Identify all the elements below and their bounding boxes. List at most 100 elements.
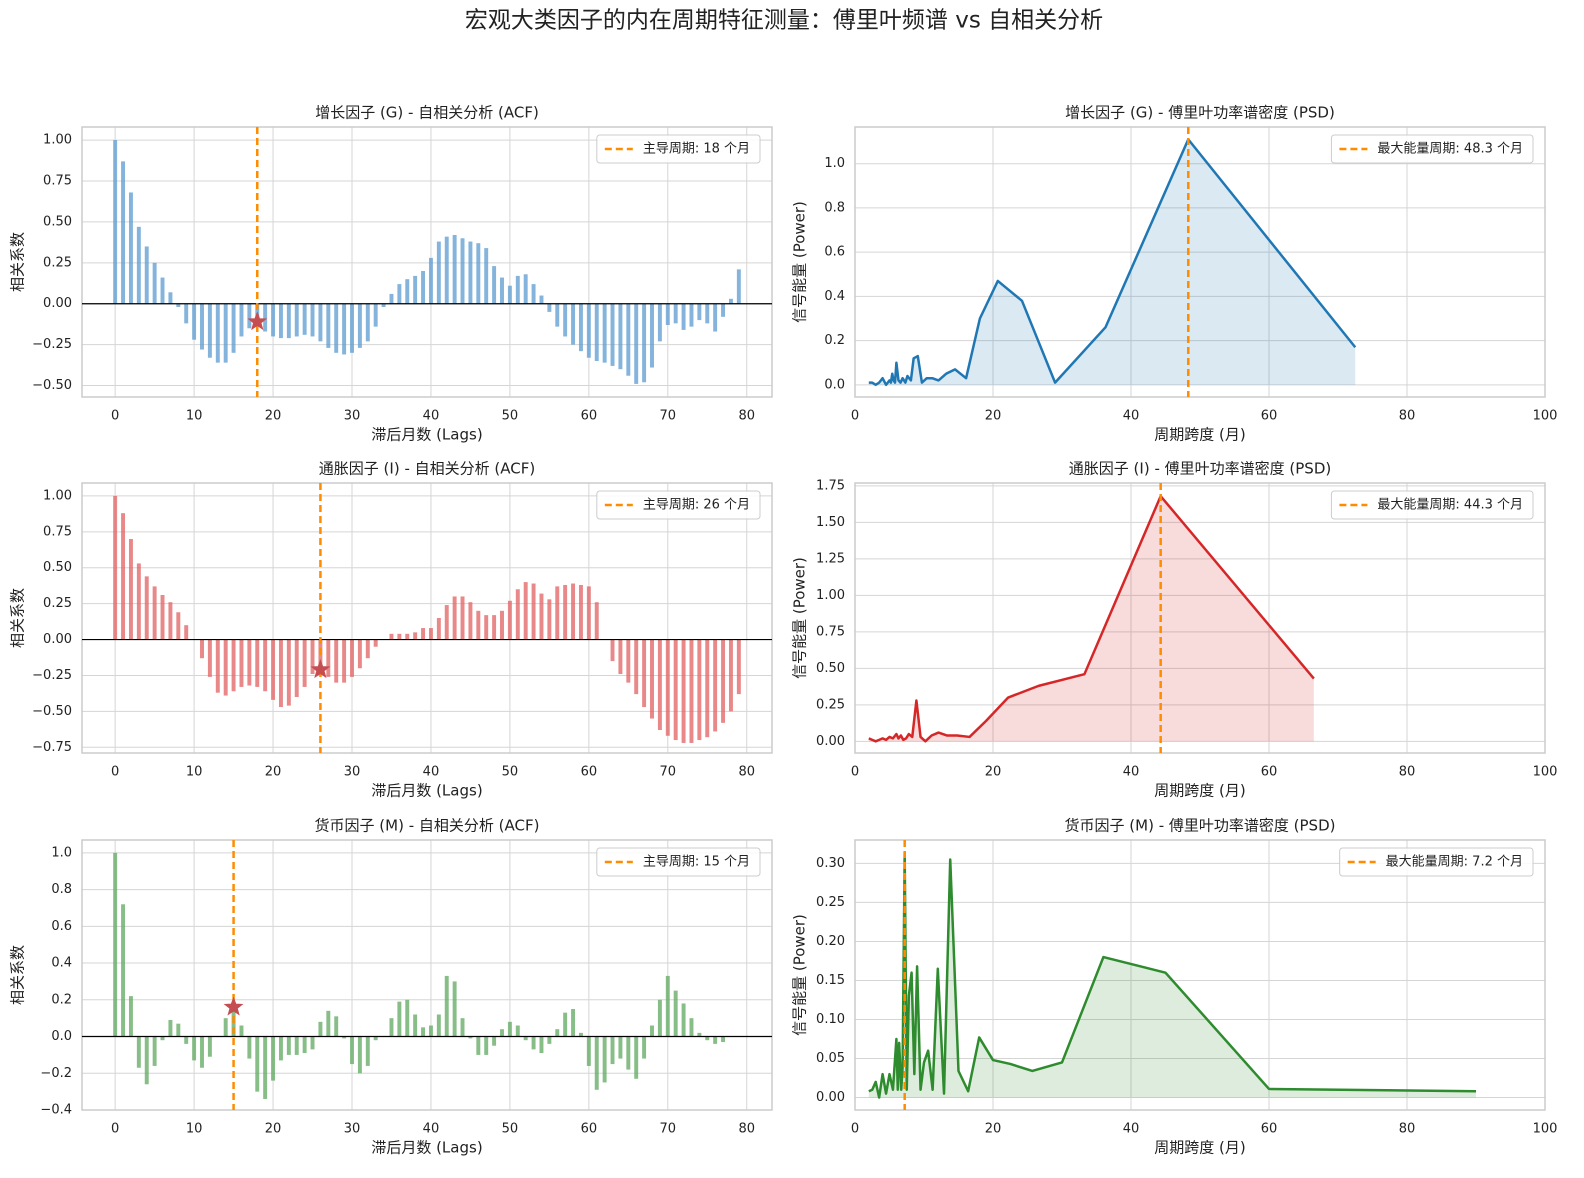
y-tick-label: −0.4 [40,1103,72,1118]
bar [634,1036,639,1079]
bar [650,1025,654,1037]
x-tick-label: 0 [111,1122,119,1137]
bar [468,241,473,304]
bar [586,1036,591,1066]
bar [144,576,149,640]
x-tick-label: 80 [738,765,755,780]
y-tick-label: 0.75 [43,174,72,189]
bar [563,303,568,337]
bar [594,1036,599,1090]
bar [476,243,481,304]
bar [263,303,268,332]
bar [113,495,118,640]
bar [389,1018,394,1037]
y-tick-label: 0.00 [816,734,845,749]
y-tick-label: 0.10 [816,1012,845,1027]
bar [136,563,141,640]
bar [192,303,197,340]
x-tick-label: 0 [111,409,119,424]
line [868,138,1357,387]
bar [223,303,228,363]
bar [215,303,220,363]
y-tick-label: −0.50 [32,704,72,719]
y-tick-label: 1.00 [816,588,845,603]
y-tick-label: 1.00 [43,488,72,503]
x-tick-label: 60 [1261,765,1278,780]
legend-label: 主导周期: 26 个月 [643,498,750,513]
bar [428,257,433,304]
bar [578,303,583,352]
plot-frame [854,482,1546,754]
bar [728,298,733,304]
bar [207,303,212,358]
period-marker [310,659,331,679]
x-tick-label: 30 [344,765,361,780]
bar [484,615,489,640]
bar [200,1036,204,1068]
bar [373,1036,378,1041]
bar [342,303,347,355]
y-tick-label: −0.25 [32,337,72,352]
bar [555,1029,560,1037]
bar [128,192,133,304]
bar [681,639,686,743]
bar [728,639,733,712]
bar [413,1014,418,1037]
bar [689,303,694,327]
bar [713,303,718,332]
bar [547,599,552,640]
y-tick-label: 1.0 [51,845,72,860]
y-tick-label: −0.75 [32,740,72,755]
x-tick-label: 80 [738,1122,755,1137]
bar [271,303,276,337]
y-tick-label: 0.25 [816,895,845,910]
bar [500,277,504,304]
bar [657,639,662,731]
bar [578,584,583,640]
plot-frame [81,126,773,398]
bar [310,303,315,337]
y-axis-label: 信号能量 (Power) [791,557,809,679]
legend: 主导周期: 18 个月 [596,134,761,164]
bar [286,639,291,706]
bar [207,1036,212,1057]
bar [500,610,504,640]
bar [460,1018,465,1037]
bar [673,990,678,1037]
bar [207,639,212,677]
y-axis-label: 相关系数 [9,945,27,1005]
bar [444,236,449,304]
bar [176,1023,181,1037]
x-tick-label: 30 [344,1122,361,1137]
bar [713,1036,718,1044]
bar [294,303,299,337]
x-tick-label: 80 [738,409,755,424]
bar [531,284,536,304]
bar [578,1032,583,1037]
y-tick-label: 0.6 [824,245,845,260]
y-tick-label: 0.0 [824,377,845,392]
bar [334,639,339,683]
bar [350,639,354,677]
bar [610,639,615,662]
bar [350,303,354,353]
y-tick-label: 0.50 [43,214,72,229]
bar [160,277,165,304]
x-tick-label: 80 [1399,765,1416,780]
bar [531,583,536,640]
bar [286,1036,291,1055]
bar [239,639,244,687]
bar [223,1018,228,1037]
bar [397,284,402,304]
bar [539,593,544,640]
y-tick-label: 0.05 [816,1051,845,1066]
bar [697,303,702,321]
bar [184,625,189,640]
bar [468,1036,473,1039]
bar [602,303,607,363]
bar [239,1025,244,1037]
plot-area [855,483,1545,753]
bar [476,610,481,640]
bar [665,975,670,1037]
x-axis-label: 周期跨度 (月) [1154,426,1245,444]
